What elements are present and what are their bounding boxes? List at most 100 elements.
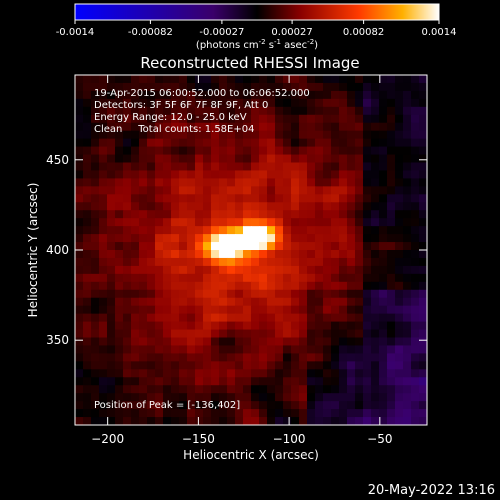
heatmap-cell	[395, 265, 404, 275]
x-tick-label: −100	[273, 432, 306, 446]
heatmap-cell	[291, 361, 300, 370]
heatmap-cell	[403, 226, 412, 235]
heatmap-cell	[291, 82, 300, 92]
heatmap-cell	[147, 281, 156, 291]
heatmap-cell	[147, 377, 156, 386]
heatmap-cell	[123, 75, 132, 84]
heatmap-cell	[323, 82, 332, 92]
heatmap-cell	[355, 138, 364, 148]
heatmap-cell	[131, 130, 140, 140]
heatmap-cell	[411, 202, 420, 211]
heatmap-cell	[195, 369, 204, 378]
heatmap-cell	[291, 162, 300, 172]
heatmap-cell	[339, 106, 348, 116]
heatmap-cell	[403, 353, 412, 362]
heatmap-cell	[243, 186, 252, 195]
x-tick-label: −200	[91, 432, 124, 446]
heatmap-cell	[363, 297, 372, 307]
heatmap-cell	[243, 218, 252, 227]
heatmap-cell	[371, 218, 380, 227]
heatmap-cell	[163, 377, 172, 386]
heatmap-cell	[395, 353, 404, 362]
heatmap-cell	[139, 114, 148, 124]
heatmap-cell	[355, 162, 364, 172]
heatmap-cell	[123, 218, 132, 227]
colorbar-tick-label: -0.0014	[56, 27, 95, 38]
heatmap-cell	[131, 98, 140, 108]
heatmap-cell	[371, 305, 380, 315]
heatmap-cell	[307, 90, 316, 100]
heatmap-cell	[195, 353, 204, 362]
heatmap-cell	[419, 106, 427, 116]
heatmap-cell	[203, 321, 212, 331]
heatmap-cell	[83, 313, 92, 323]
heatmap-cell	[83, 281, 92, 291]
heatmap-cell	[107, 361, 116, 370]
heatmap-cell	[387, 289, 396, 299]
heatmap-cell	[299, 226, 308, 235]
heatmap-cell	[195, 377, 204, 386]
heatmap-cell	[235, 377, 244, 386]
heatmap-cell	[211, 337, 220, 347]
colorbar-tick-label: 0.00082	[343, 27, 384, 38]
heatmap-cell	[267, 329, 276, 339]
heatmap-cell	[195, 385, 204, 394]
heatmap-cell	[411, 297, 420, 307]
heatmap-cell	[259, 242, 268, 251]
heatmap-cell	[163, 122, 172, 132]
heatmap-cell	[147, 210, 156, 219]
heatmap-cell	[307, 353, 316, 362]
heatmap-cell	[323, 90, 332, 100]
heatmap-cell	[363, 170, 372, 179]
heatmap-cell	[235, 170, 244, 179]
heatmap-cell	[147, 82, 156, 92]
heatmap-cell	[115, 114, 124, 124]
heatmap-cell	[291, 226, 300, 235]
heatmap-cell	[91, 202, 100, 211]
heatmap-cell	[211, 289, 220, 299]
heatmap-cell	[331, 353, 340, 362]
heatmap-cell	[275, 162, 284, 172]
heatmap-cell	[155, 353, 164, 362]
heatmap-cell	[347, 242, 356, 251]
heatmap-cell	[179, 210, 188, 219]
heatmap-cell	[235, 313, 244, 323]
heatmap-cell	[131, 377, 140, 386]
heatmap-cell	[211, 82, 220, 92]
heatmap-cell	[211, 321, 220, 331]
heatmap-cell	[91, 401, 100, 410]
heatmap-cell	[107, 250, 116, 259]
heatmap-cell	[171, 186, 180, 195]
heatmap-cell	[371, 353, 380, 362]
heatmap-cell	[155, 210, 164, 219]
heatmap-image	[75, 75, 427, 425]
heatmap-cell	[411, 90, 420, 100]
heatmap-cell	[403, 369, 412, 378]
heatmap-cell	[187, 409, 196, 418]
heatmap-cell	[171, 345, 180, 354]
heatmap-cell	[139, 122, 148, 132]
heatmap-cell	[251, 162, 260, 172]
heatmap-cell	[251, 417, 260, 425]
heatmap-cell	[83, 178, 92, 187]
heatmap-cell	[395, 329, 404, 339]
heatmap-cell	[291, 154, 300, 164]
heatmap-cell	[411, 353, 420, 362]
heatmap-cell	[179, 329, 188, 339]
heatmap-cell	[267, 273, 276, 283]
heatmap-cell	[347, 273, 356, 283]
heatmap-cell	[155, 401, 164, 410]
heatmap-cell	[75, 75, 84, 84]
heatmap-cell	[379, 178, 388, 187]
heatmap-cell	[339, 353, 348, 362]
heatmap-cell	[107, 122, 116, 132]
heatmap-cell	[195, 305, 204, 315]
heatmap-cell	[219, 401, 228, 410]
heatmap-cell	[307, 321, 316, 331]
heatmap-cell	[211, 114, 220, 124]
heatmap-cell	[243, 321, 252, 331]
heatmap-cell	[347, 385, 356, 394]
heatmap-cell	[75, 281, 84, 291]
heatmap-cell	[203, 273, 212, 283]
heatmap-cell	[187, 202, 196, 211]
